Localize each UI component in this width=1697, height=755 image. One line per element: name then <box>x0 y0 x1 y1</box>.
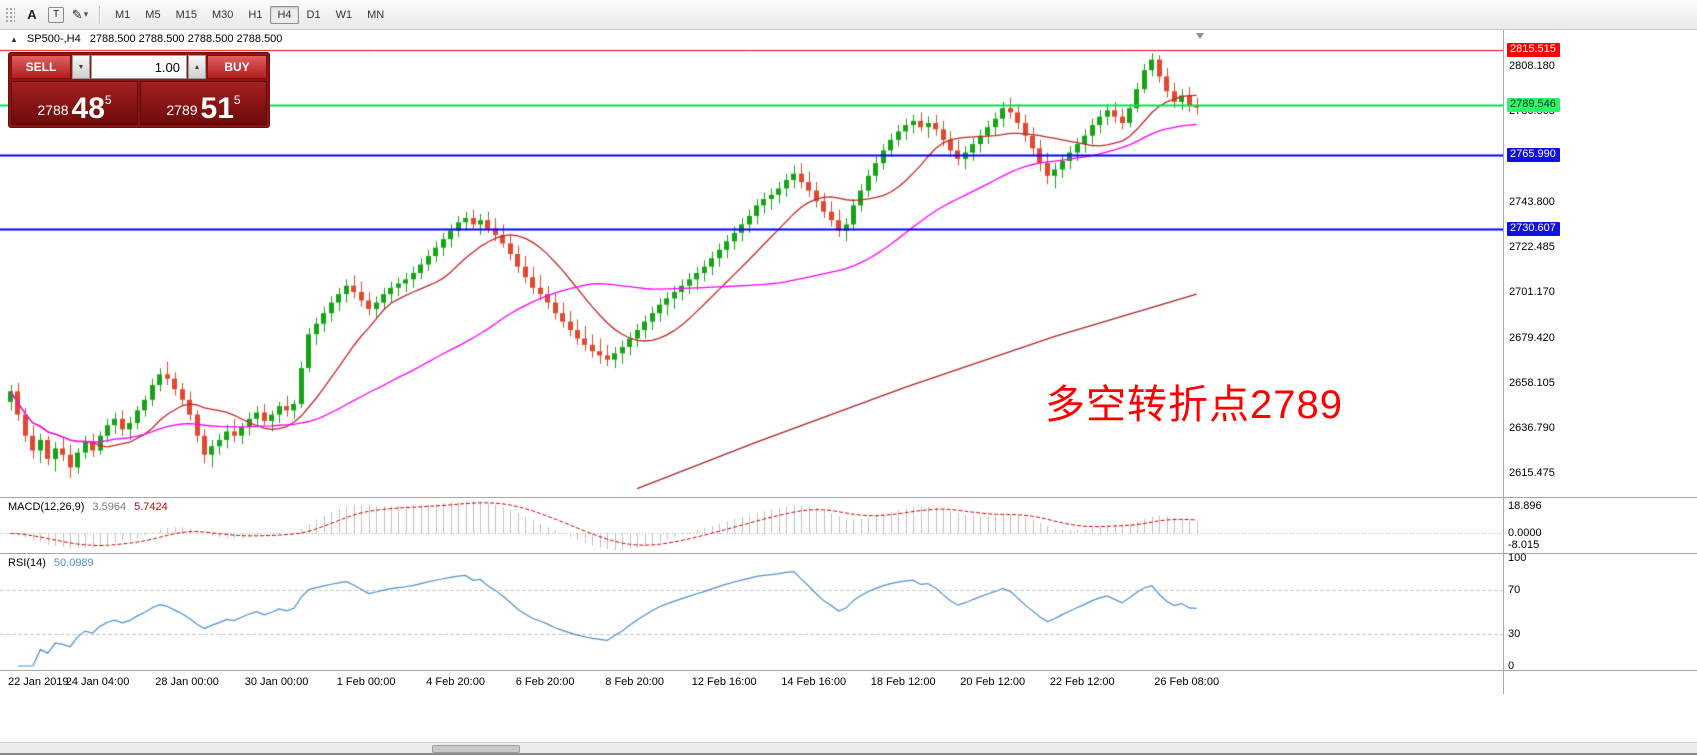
panel-separator[interactable] <box>0 553 1697 554</box>
sell-price-big: 48 <box>71 91 105 125</box>
timeframe-button-M30[interactable]: M30 <box>211 8 234 21</box>
time-axis-label: 12 Feb 16:00 <box>691 676 757 688</box>
buy-button[interactable]: BUY <box>207 55 267 79</box>
chevron-down-icon: ▾ <box>83 9 89 19</box>
timeframe-button-MN[interactable]: MN <box>367 8 385 21</box>
symbol-info: ▲ SP500-,H4 2788.500 2788.500 2788.500 2… <box>10 33 282 45</box>
buy-price-big: 51 <box>200 91 234 125</box>
toolbar-separator <box>99 5 100 24</box>
panel-separator[interactable] <box>0 497 1697 498</box>
price-tick: 2636.790 <box>1509 421 1555 434</box>
rsi-value: 50.0989 <box>53 557 94 569</box>
timeframe-button-W1[interactable]: W1 <box>335 8 353 21</box>
macd-axis-min: -8.015 <box>1508 539 1540 551</box>
volume-increase-button[interactable]: ▲ <box>188 55 206 79</box>
panel-separator[interactable] <box>0 670 1697 671</box>
pencil-icon: ✎ <box>71 6 83 22</box>
time-axis-label: 30 Jan 00:00 <box>244 676 309 688</box>
price-axis[interactable]: 2808.1802786.8652743.8002722.4852701.170… <box>1504 30 1696 497</box>
time-axis-label: 24 Jan 04:00 <box>65 676 130 688</box>
time-axis-label: 18 Feb 12:00 <box>870 676 936 688</box>
timeframe-toolbar: M1 M5 M15 M30 H1 H4 D1 W1 MN <box>108 5 391 24</box>
macd-axis-zero: 0.0000 <box>1508 527 1542 539</box>
time-axis-label: 22 Jan 2019 <box>8 676 69 688</box>
rsi-axis-0: 0 <box>1508 660 1515 672</box>
price-tick: 2722.485 <box>1509 240 1555 253</box>
time-axis-label: 1 Feb 00:00 <box>336 676 396 688</box>
time-axis-label: 22 Feb 12:00 <box>1049 676 1115 688</box>
price-line-label: 2815.515 <box>1507 43 1560 58</box>
price-line-label: 2730.607 <box>1507 222 1560 237</box>
toolbar-grip[interactable] <box>5 6 15 23</box>
time-axis-label: 20 Feb 12:00 <box>960 676 1026 688</box>
collapse-triangle-icon[interactable]: ▲ <box>10 34 18 44</box>
buy-price-button[interactable]: 2789 51 5 <box>140 81 267 125</box>
time-axis[interactable]: 22 Jan 2019 24 Jan 04:00 28 Jan 00:00 30 Ja… <box>0 673 1503 693</box>
draw-tool-button[interactable]: ✎ ▾ <box>69 4 91 26</box>
volume-decrease-button[interactable]: ▼ <box>72 55 90 79</box>
one-click-trading-panel: SELL ▼ ▲ BUY 2788 48 5 2789 51 5 <box>8 52 270 128</box>
sell-price-prefix: 2788 <box>37 102 69 118</box>
volume-input[interactable] <box>91 55 187 79</box>
timeframe-button-H1[interactable]: H1 <box>248 8 263 21</box>
rsi-indicator-canvas[interactable] <box>0 554 1503 670</box>
text-label-tool-button[interactable]: T <box>48 6 64 23</box>
time-axis-label: 14 Feb 16:00 <box>781 676 847 688</box>
annotation-tool-button[interactable]: A <box>27 7 37 22</box>
time-axis-label: 8 Feb 20:00 <box>605 676 664 688</box>
sell-price-sup: 5 <box>104 93 112 107</box>
macd-signal-value: 5.7424 <box>134 501 168 513</box>
timeframe-button-D1[interactable]: D1 <box>306 8 321 21</box>
timeframe-button-M1[interactable]: M1 <box>115 8 131 21</box>
symbol-title: SP500-,H4 <box>26 33 81 45</box>
macd-main-value: 3.5964 <box>92 501 127 513</box>
sell-button[interactable]: SELL <box>11 55 71 79</box>
horizontal-scrollbar[interactable] <box>0 742 1697 753</box>
rsi-header: RSI(14) 50.0989 <box>8 557 94 569</box>
price-tick: 2701.170 <box>1509 285 1555 298</box>
price-line-label: 2765.990 <box>1507 147 1560 162</box>
buy-price-sup: 5 <box>233 93 241 107</box>
scrollbar-thumb[interactable] <box>432 745 520 753</box>
rsi-axis-100: 100 <box>1508 552 1527 564</box>
triangle-up-icon: ▲ <box>193 63 201 71</box>
time-axis-label: 26 Feb 08:00 <box>1154 676 1220 688</box>
price-line-label: 2789.546 <box>1507 97 1560 112</box>
price-tick: 2615.475 <box>1509 466 1555 479</box>
rsi-title: RSI(14) <box>8 557 46 569</box>
price-axis-border <box>1503 30 1504 694</box>
time-axis-label: 4 Feb 20:00 <box>426 676 485 688</box>
price-tick: 2743.800 <box>1509 195 1555 208</box>
rsi-axis-70: 70 <box>1508 584 1521 597</box>
price-tick: 2679.420 <box>1509 331 1555 344</box>
timeframe-button-M5[interactable]: M5 <box>145 8 161 21</box>
macd-axis-max: 18.896 <box>1508 500 1542 512</box>
price-tick: 2658.105 <box>1509 376 1555 389</box>
chart-text-annotation: 多空转折点2789 <box>1045 383 1343 427</box>
buy-price-prefix: 2789 <box>166 102 198 118</box>
timeframe-button-M15[interactable]: M15 <box>175 8 197 21</box>
time-axis-label: 6 Feb 20:00 <box>515 676 575 688</box>
timeframe-button-H4[interactable]: H4 <box>270 5 299 24</box>
symbol-ohlc: 2788.500 2788.500 2788.500 2788.500 <box>89 33 283 45</box>
rsi-axis-30: 30 <box>1508 627 1521 640</box>
sell-price-button[interactable]: 2788 48 5 <box>11 81 138 125</box>
chart-shift-marker[interactable] <box>1196 33 1204 39</box>
macd-title: MACD(12,26,9) <box>8 501 85 513</box>
macd-header: MACD(12,26,9) 3.5964 5.7424 <box>8 501 168 513</box>
triangle-down-icon: ▼ <box>77 63 85 71</box>
macd-indicator-canvas[interactable] <box>0 498 1503 553</box>
time-axis-label: 28 Jan 00:00 <box>155 676 219 688</box>
price-tick: 2808.180 <box>1509 59 1555 72</box>
toolbar: A T ✎ ▾ M1 M5 M15 M30 H1 H4 D1 W1 MN <box>0 0 1697 30</box>
